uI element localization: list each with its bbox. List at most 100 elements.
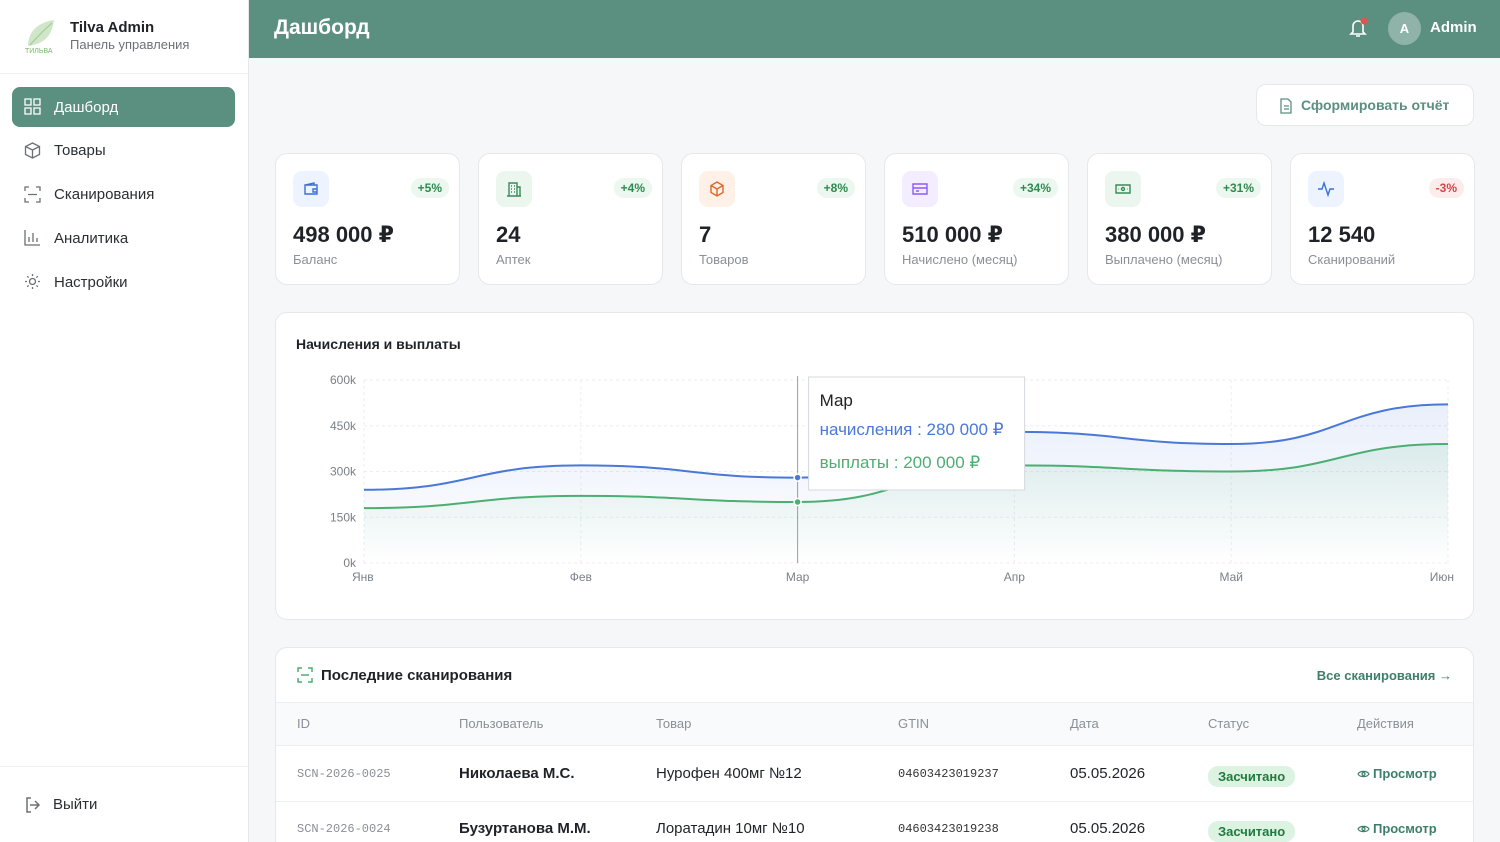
table-card: Последние сканирования Все сканирования …: [275, 647, 1474, 842]
column-header: ID: [297, 716, 310, 731]
stat-card: +31% 380 000 ₽ Выплачено (месяц): [1087, 153, 1272, 285]
stat-value: 380 000 ₽: [1105, 222, 1206, 247]
stat-label: Аптек: [496, 252, 531, 267]
column-header: GTIN: [898, 716, 930, 731]
report-button[interactable]: Сформировать отчёт: [1256, 84, 1474, 126]
x-tick-label: Июн: [1430, 570, 1454, 584]
chart-title: Начисления и выплаты: [296, 336, 461, 352]
icon-path: [25, 274, 40, 290]
stat-icon: [1105, 171, 1141, 207]
icon: [1318, 180, 1334, 198]
icon: [304, 182, 318, 195]
stat-label: Сканирований: [1308, 252, 1396, 267]
nav-label: Сканирования: [54, 186, 155, 204]
gtin: 04603423019238: [898, 822, 999, 836]
tooltip-title: Мар: [820, 391, 853, 410]
icon-path: [1357, 770, 1370, 778]
product: Лоратадин 10мг №10: [656, 820, 805, 837]
active-dot: [793, 497, 802, 507]
user: Николаева М.С.: [459, 765, 575, 782]
user: Бузуртанова М.М.: [459, 820, 591, 837]
stat-icon: [293, 171, 329, 207]
icon-path: [24, 142, 41, 159]
column-header: Товар: [656, 716, 692, 731]
header: Дашборд A Admin: [249, 0, 1500, 58]
nav-icon: [24, 185, 41, 203]
scan-icon: [297, 667, 313, 683]
nav-label: Товары: [54, 142, 106, 160]
x-tick-label: Мар: [786, 570, 810, 584]
y-tick-label: 150k: [330, 510, 357, 524]
column-header: Дата: [1070, 716, 1099, 731]
icon-path: [24, 185, 41, 203]
nav-item[interactable]: Аналитика: [12, 218, 235, 258]
column-header: Пользователь: [459, 716, 544, 731]
table-title: Последние сканирования: [321, 667, 513, 684]
icon-path: [912, 183, 928, 195]
stat-label: Товаров: [699, 252, 749, 267]
product: Нурофен 400мг №12: [656, 765, 802, 782]
status: Засчитано: [1208, 766, 1296, 787]
icon: [507, 182, 521, 197]
nav-icon: [24, 142, 41, 159]
stat-label: Начислено (месяц): [902, 252, 1018, 267]
stat-value: 24: [496, 222, 521, 247]
stat-label: Выплачено (месяц): [1105, 252, 1223, 267]
table-header: [276, 702, 1473, 746]
nav-item[interactable]: Дашборд: [12, 87, 235, 127]
tooltip: [808, 376, 1026, 491]
stat-label: Баланс: [293, 252, 338, 267]
stat-change: +8%: [816, 178, 855, 198]
all-scans-link[interactable]: Все сканирования →: [1316, 668, 1452, 683]
icon-path: [304, 182, 318, 195]
view-action[interactable]: Просмотр: [1373, 821, 1437, 836]
icon-path: [1115, 184, 1131, 194]
avatar[interactable]: A: [1388, 12, 1421, 45]
gtin: 04603423019237: [898, 767, 999, 781]
bell[interactable]: [1348, 17, 1370, 39]
eye-icon: [1357, 770, 1370, 778]
nav-item[interactable]: Сканирования: [12, 175, 235, 215]
stat-card: +5% 498 000 ₽ Баланс: [275, 153, 460, 285]
user-name[interactable]: Admin: [1430, 19, 1477, 36]
y-tick-label: 600k: [330, 373, 357, 387]
x-tick-label: Фев: [570, 570, 592, 584]
stat-card: +34% 510 000 ₽ Начислено (месяц): [884, 153, 1069, 285]
nav-icon: [25, 274, 40, 290]
column-header: Статус: [1208, 716, 1250, 731]
tooltip-line: выплаты : 200 000 ₽: [820, 453, 981, 472]
icon-path: [24, 98, 41, 115]
eye-icon: [1357, 825, 1370, 833]
stat-value: 510 000 ₽: [902, 222, 1003, 247]
stat-change: -3%: [1428, 178, 1464, 198]
logo-text: ТИЛЬВА: [25, 48, 53, 55]
divider: [0, 766, 248, 767]
active-dot: [793, 473, 802, 482]
stat-value: 12 540: [1308, 222, 1376, 247]
scan-id: SCN-2026-0025: [297, 767, 391, 781]
date: 05.05.2026: [1070, 765, 1146, 782]
app-title: Tilva Admin: [70, 19, 155, 36]
doc-icon: [1280, 98, 1292, 114]
stat-icon: [699, 171, 735, 207]
nav-item[interactable]: Товары: [12, 131, 235, 171]
nav-label: Настройки: [54, 273, 128, 291]
scan-id: SCN-2026-0024: [297, 822, 391, 836]
sidebar: ТИЛЬВА Tilva Admin Панель управления Вый…: [0, 0, 249, 842]
view-action[interactable]: Просмотр: [1373, 766, 1437, 781]
stat-value: 7: [699, 222, 712, 247]
stat-card: +4% 24 Аптек: [478, 153, 663, 285]
y-tick-label: 0k: [343, 556, 357, 570]
nav-item[interactable]: Настройки: [12, 262, 235, 302]
nav-label: Аналитика: [54, 229, 129, 247]
logout[interactable]: Выйти: [53, 796, 98, 813]
area: [364, 444, 1448, 563]
stat-card: -3% 12 540 Сканирований: [1290, 153, 1475, 285]
column-header: Действия: [1357, 716, 1414, 731]
stat-card: +8% 7 Товаров: [681, 153, 866, 285]
icon: [1115, 184, 1131, 194]
icon: [912, 183, 928, 195]
y-tick-label: 450k: [330, 419, 357, 433]
